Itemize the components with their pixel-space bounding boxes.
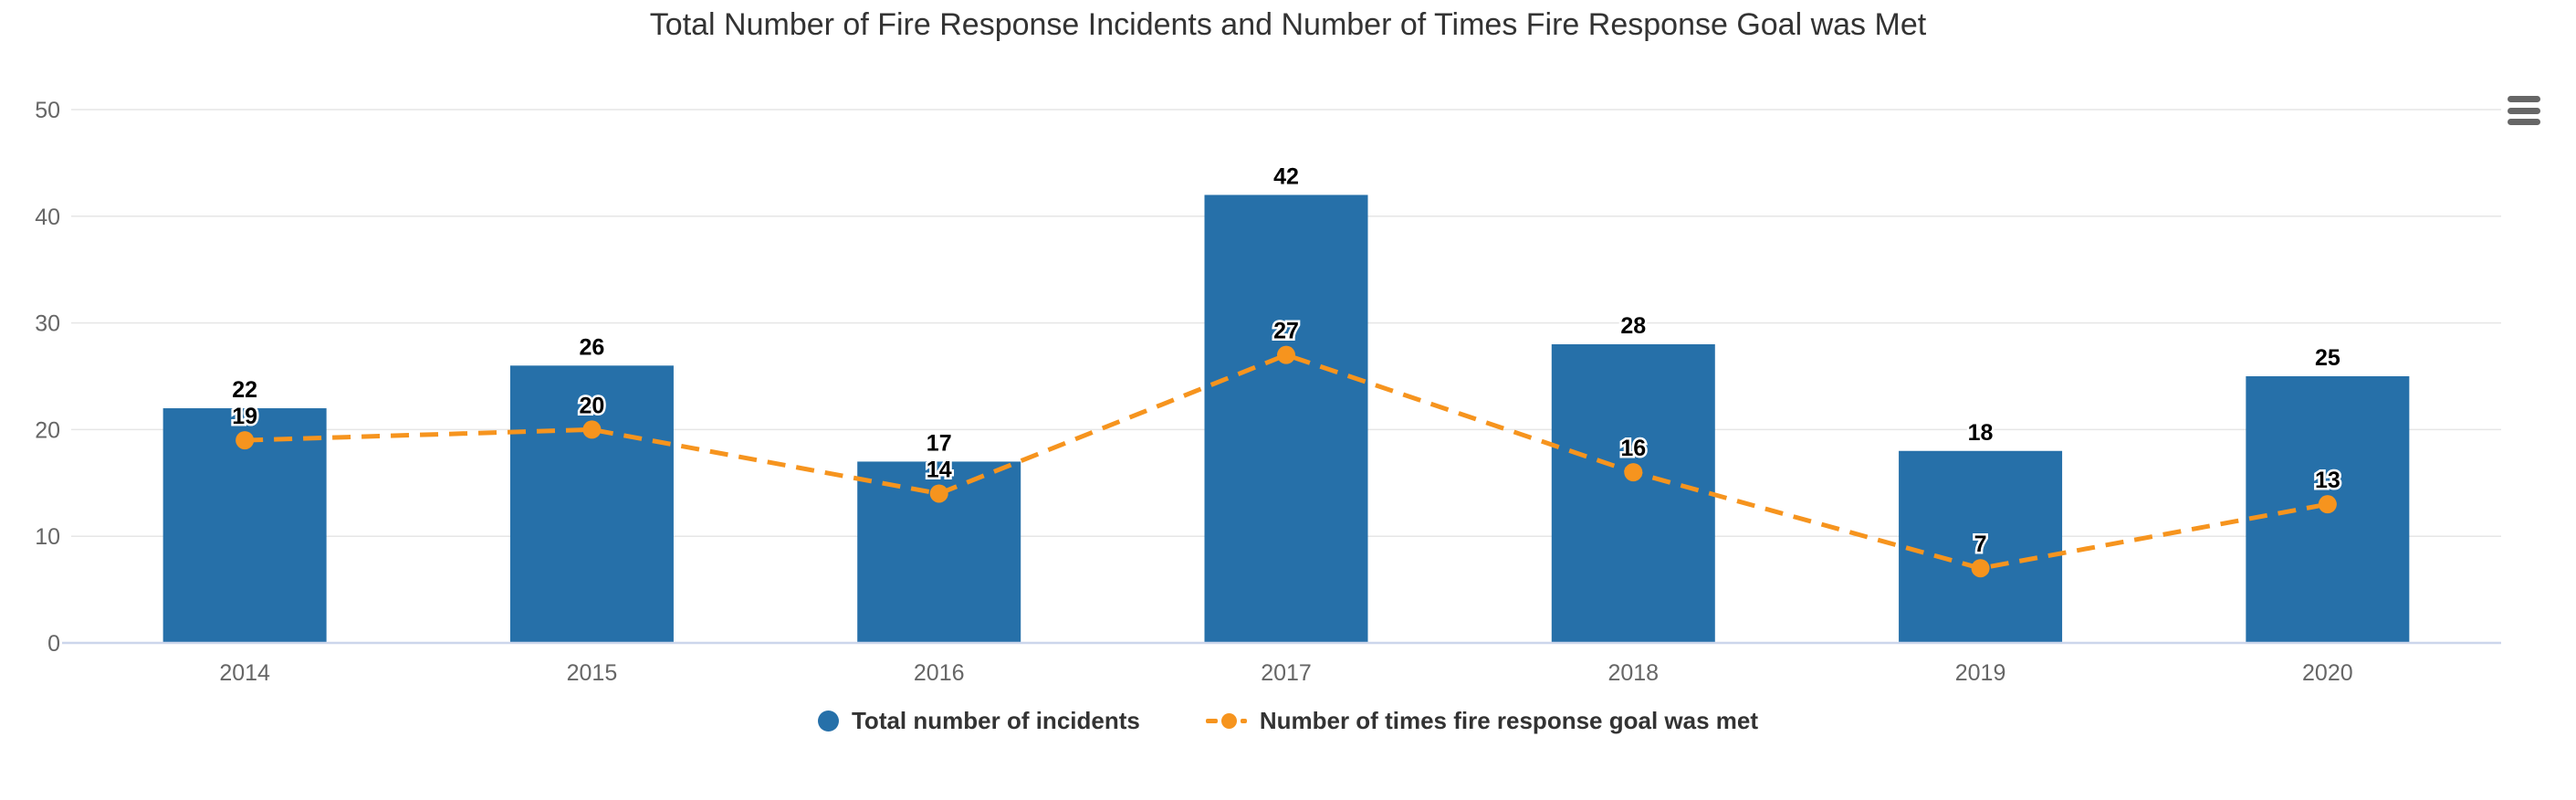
- line-marker-2020[interactable]: [2318, 495, 2337, 514]
- line-label: 7: [1974, 532, 1987, 557]
- bar-2015[interactable]: [509, 365, 674, 643]
- bar-label: 18: [1968, 420, 1994, 446]
- legend-label-total-incidents: Total number of incidents: [851, 707, 1140, 734]
- legend-item-goal-met[interactable]: Number of times fire response goal was m…: [1205, 707, 1758, 735]
- legend: Total number of incidents Number of time…: [0, 707, 2576, 735]
- incidents-series-marker-icon: [817, 711, 839, 732]
- bar-label: 17: [927, 430, 952, 456]
- line-marker-2019[interactable]: [1971, 559, 1990, 578]
- x-tick-label-2019: 2019: [1955, 660, 2006, 686]
- bar-2018[interactable]: [1551, 343, 1715, 643]
- bar-label: 28: [1620, 313, 1646, 339]
- goal-series-marker-icon: [1205, 713, 1247, 729]
- bar-label: 42: [1273, 163, 1299, 189]
- bar-2017[interactable]: [1204, 195, 1368, 643]
- line-marker-2017[interactable]: [1277, 345, 1295, 364]
- y-tick-label-40: 40: [35, 205, 60, 230]
- y-tick-label-20: 20: [35, 417, 60, 443]
- line-label: 19: [232, 404, 257, 429]
- legend-label-goal-met: Number of times fire response goal was m…: [1259, 707, 1758, 734]
- line-label: 14: [927, 457, 952, 482]
- line-marker-2018[interactable]: [1624, 463, 1643, 482]
- chart-title: Total Number of Fire Response Incidents …: [649, 7, 1927, 42]
- legend-item-total-incidents[interactable]: Total number of incidents: [817, 707, 1140, 735]
- y-tick-label-30: 30: [35, 311, 60, 337]
- line-label: 16: [1620, 436, 1646, 461]
- y-tick-label-10: 10: [35, 524, 60, 550]
- bar-2019[interactable]: [1899, 450, 2063, 643]
- x-tick-label-2014: 2014: [219, 660, 270, 686]
- line-marker-2016[interactable]: [929, 484, 948, 503]
- x-tick-label-2016: 2016: [914, 660, 965, 686]
- x-tick-label-2020: 2020: [2302, 660, 2353, 686]
- line-marker-2015[interactable]: [582, 420, 602, 439]
- x-tick-label-2018: 2018: [1607, 660, 1659, 686]
- x-tick-label-2015: 2015: [567, 660, 618, 686]
- x-tick-label-2017: 2017: [1261, 660, 1312, 686]
- bar-label: 22: [232, 377, 257, 403]
- export-menu-button[interactable]: [2506, 94, 2542, 127]
- bar-label: 26: [580, 334, 605, 360]
- y-tick-label-50: 50: [35, 98, 60, 123]
- line-label: 27: [1273, 319, 1299, 344]
- y-tick-label-0: 0: [47, 631, 60, 657]
- line-label: 13: [2315, 468, 2340, 493]
- line-label: 20: [580, 393, 605, 418]
- bar-label: 25: [2315, 345, 2340, 371]
- line-marker-2014[interactable]: [236, 431, 255, 450]
